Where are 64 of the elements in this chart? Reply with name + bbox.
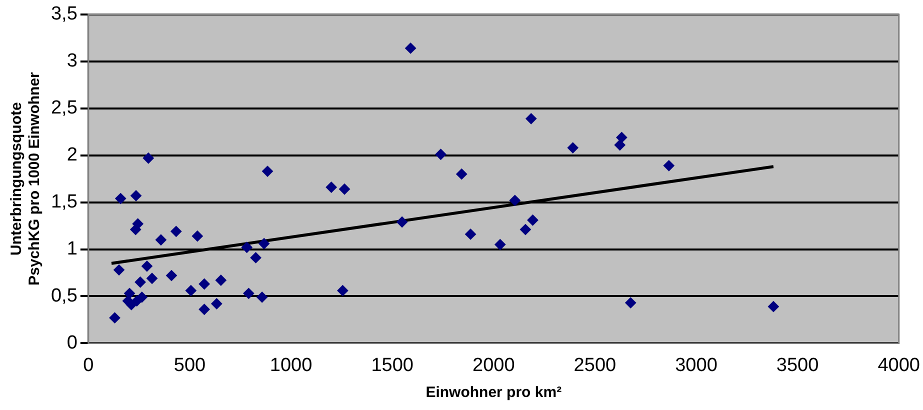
y-tick-label: 2 xyxy=(66,144,78,166)
x-tick-label: 1000 xyxy=(270,354,312,376)
point xyxy=(243,288,254,299)
point xyxy=(567,142,578,154)
point xyxy=(339,184,350,195)
point xyxy=(124,288,136,299)
point xyxy=(155,234,166,246)
point xyxy=(456,168,468,180)
point xyxy=(198,304,210,315)
point xyxy=(520,224,531,236)
point xyxy=(527,214,538,226)
point xyxy=(130,190,142,202)
point xyxy=(114,264,125,276)
point xyxy=(250,252,262,264)
x-axis-title: Einwohner pro km² xyxy=(426,384,562,402)
x-tick-label: 500 xyxy=(174,354,206,376)
point xyxy=(192,230,203,242)
point xyxy=(198,278,210,290)
x-tick-label: 2000 xyxy=(472,354,515,376)
point xyxy=(146,272,158,284)
point xyxy=(663,160,674,172)
point xyxy=(141,260,152,272)
point xyxy=(166,270,177,282)
y-tick-label: 1,5 xyxy=(50,192,78,213)
point xyxy=(241,242,252,253)
point xyxy=(170,226,182,237)
x-tick-label: 0 xyxy=(83,354,94,376)
y-tick-label: 1 xyxy=(66,238,78,260)
point xyxy=(185,285,196,296)
point xyxy=(337,285,348,296)
point xyxy=(526,113,537,124)
point xyxy=(115,193,126,204)
y-tick-label: 0,5 xyxy=(50,285,78,306)
point xyxy=(614,139,626,150)
x-tick-label: 2500 xyxy=(574,354,616,376)
point xyxy=(258,238,270,250)
x-tick-label: 3000 xyxy=(675,354,718,376)
point xyxy=(509,194,520,206)
y-tick-label: 3 xyxy=(66,50,78,72)
y-tick-label: 2,5 xyxy=(50,98,78,119)
point xyxy=(326,182,337,193)
point xyxy=(262,166,274,177)
point xyxy=(616,132,628,143)
point xyxy=(256,292,268,303)
point xyxy=(625,297,636,308)
point xyxy=(215,274,226,286)
y-tick-label: 0 xyxy=(66,332,78,354)
point xyxy=(131,295,142,306)
y-tick-label: 3,5 xyxy=(50,4,78,25)
x-tick-label: 4000 xyxy=(878,354,920,376)
point xyxy=(134,276,146,288)
x-tick-label: 3500 xyxy=(776,354,819,376)
point xyxy=(465,228,476,240)
point xyxy=(405,42,416,54)
point xyxy=(142,152,154,164)
point xyxy=(130,224,142,236)
x-tick-label: 1500 xyxy=(371,354,414,376)
point xyxy=(435,148,446,160)
point xyxy=(211,298,222,310)
point xyxy=(109,312,120,324)
point xyxy=(768,301,779,312)
point xyxy=(396,216,408,228)
y-axis-title: Unterbringungsquote PsychKG pro 1000 Einwohner xyxy=(8,72,44,286)
point xyxy=(494,239,506,250)
